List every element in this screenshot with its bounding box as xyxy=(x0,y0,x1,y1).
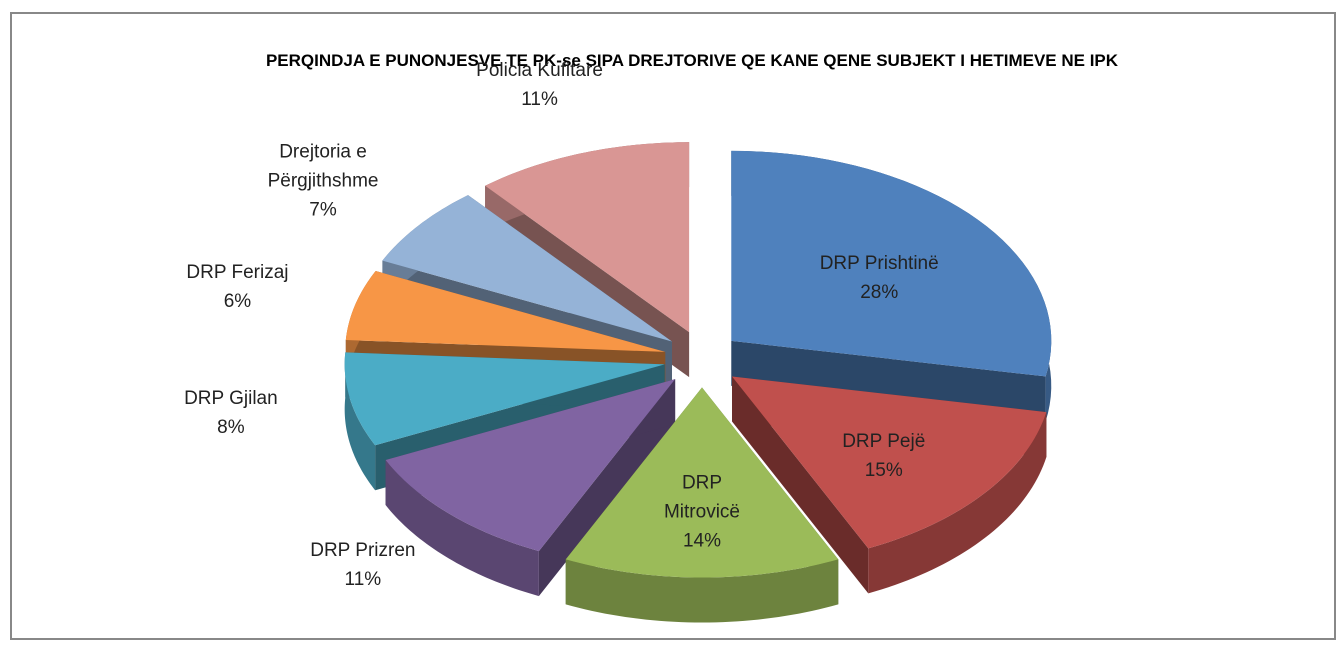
value-label: 11% xyxy=(521,89,558,111)
data-label: DRP Pejë 15% xyxy=(799,427,969,485)
value-label: 7% xyxy=(309,199,337,221)
pie-area xyxy=(344,142,1052,623)
value-label: 14% xyxy=(682,530,722,551)
slice xyxy=(385,379,676,597)
data-label: DRP Prishtinë 28% xyxy=(794,249,964,307)
chart-title: PERQINDJA E PUNONJESVE TE PK-se SIPA DRE… xyxy=(265,51,1119,70)
slice xyxy=(565,387,839,578)
slice xyxy=(732,376,1047,549)
slice-side xyxy=(344,352,376,491)
value-label: 6% xyxy=(223,290,252,312)
slice xyxy=(485,142,690,333)
slice xyxy=(345,271,666,352)
chart: PERQINDJA E PUNONJESVE TE PK-se SIPA DRE… xyxy=(10,12,1336,640)
slice-side xyxy=(565,559,839,623)
category-label: DRP Ferizaj xyxy=(186,261,289,283)
slice-side xyxy=(732,376,869,594)
category-label: DRP Prishtinë xyxy=(819,253,939,275)
value-label: 8% xyxy=(217,417,245,439)
data-label: DRP Gjilan 8% xyxy=(146,384,316,442)
data-label: DRP Ferizaj 6% xyxy=(152,258,322,316)
slice xyxy=(344,352,665,446)
value-label: 28% xyxy=(860,282,899,304)
slice-side xyxy=(385,460,539,597)
value-label: 11% xyxy=(344,568,382,590)
slice-side xyxy=(731,340,1046,422)
slice xyxy=(565,387,839,623)
category-label: DRP Prizren xyxy=(310,539,416,561)
slice xyxy=(732,376,1047,594)
category-label: DRP Pejë xyxy=(842,431,926,453)
category-label: Drejtoria e Përgjithshme xyxy=(267,141,379,192)
data-label: DRP Prizren 11% xyxy=(278,536,448,594)
data-label: Drejtoria e Përgjithshme 7% xyxy=(243,137,403,224)
slice-side xyxy=(868,412,1047,594)
value-label: 15% xyxy=(864,460,903,482)
data-label: Policia Kufitare 11% xyxy=(455,56,625,114)
slice xyxy=(731,150,1052,377)
data-label: DRP Mitrovicë 14% xyxy=(647,468,757,555)
category-label: Policia Kufitare xyxy=(476,60,603,82)
category-label: DRP Gjilan xyxy=(184,388,278,410)
slice xyxy=(385,379,676,552)
slice xyxy=(731,150,1052,422)
category-label: DRP Mitrovicë xyxy=(663,472,740,522)
slice xyxy=(382,195,672,342)
